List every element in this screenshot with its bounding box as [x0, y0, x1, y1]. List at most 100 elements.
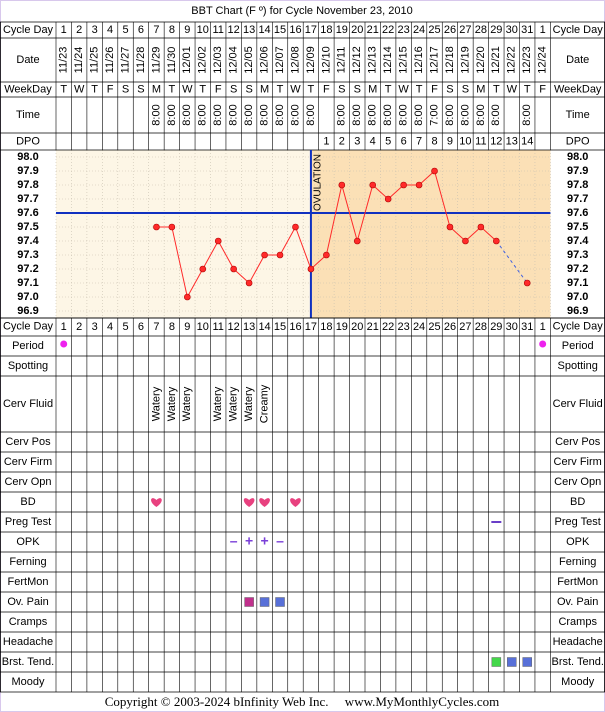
temp-segment — [233, 268, 250, 284]
cell-text: 10 — [459, 135, 471, 147]
temp-point — [369, 181, 377, 189]
cell-text: 11/27 — [119, 47, 131, 74]
cell-text: S — [230, 83, 237, 95]
row-label: Cycle Day — [3, 320, 54, 332]
row-label: WeekDay — [4, 83, 52, 95]
square — [507, 657, 517, 667]
cell-text: 1 — [61, 24, 67, 36]
row-label: Cerv Opn — [4, 476, 51, 488]
cell-text: 13 — [243, 321, 255, 333]
cell-text: 1 — [323, 135, 329, 147]
temp-point — [523, 279, 531, 287]
row-label: Ov. Pain — [7, 596, 48, 608]
cell-text: T — [91, 83, 98, 95]
cell-text: W — [507, 83, 518, 95]
cell-text: 8:00 — [212, 104, 224, 125]
temp-segment — [217, 240, 235, 270]
row-label: OPK — [566, 536, 590, 548]
cell-text: 20 — [351, 24, 363, 36]
cell-text: 11/30 — [166, 47, 178, 74]
cell-text: 29 — [490, 24, 502, 36]
cell-text: 12/23 — [521, 46, 533, 74]
row-label: Cerv Firm — [4, 456, 52, 468]
cell-text: 2 — [339, 135, 345, 147]
cell-text: 12 — [490, 135, 502, 147]
temp-point — [245, 279, 253, 287]
y-tick-label: 97.6 — [17, 207, 38, 219]
cell-text: 11/25 — [89, 47, 101, 74]
cell-text: 3 — [92, 24, 98, 36]
cell-text: S — [446, 83, 453, 95]
cell-text: 8:00 — [197, 104, 209, 125]
temp-segment — [248, 254, 266, 284]
row-label: Date — [16, 54, 39, 66]
row-label: FertMon — [557, 576, 598, 588]
row-label: BD — [570, 496, 585, 508]
y-tick-label: 97.4 — [17, 235, 39, 247]
cell-text: 11/23 — [58, 47, 70, 74]
cell-text: 12/20 — [475, 46, 487, 74]
row-label: FertMon — [8, 576, 49, 588]
heart — [151, 498, 162, 507]
cell-text: 18 — [320, 24, 332, 36]
cell-text: 5 — [385, 135, 391, 147]
cell-text: 7 — [153, 321, 159, 333]
square — [259, 597, 270, 607]
cell-text: 11 — [213, 321, 224, 333]
cell-text: 8:00 — [336, 104, 348, 125]
y-tick-label: 97.0 — [567, 291, 588, 303]
row-label: Period — [12, 340, 44, 352]
temp-point — [384, 195, 392, 203]
row-label: DPO — [16, 135, 40, 147]
row-label: Time — [16, 109, 40, 121]
cell-text: 12/12 — [351, 46, 363, 74]
cell-text: 12/04 — [228, 46, 240, 74]
cell-text: W — [182, 83, 193, 95]
cell-text: T — [416, 83, 423, 95]
row-label: Cerv Fluid — [3, 398, 53, 410]
temp-segment — [202, 240, 219, 270]
y-tick-label: 97.0 — [17, 291, 38, 303]
y-tick-label: 97.3 — [567, 249, 588, 261]
cell-text: 2 — [76, 321, 82, 333]
temp-point — [477, 223, 485, 231]
row-label: OPK — [16, 536, 40, 548]
temp-point — [214, 237, 222, 245]
temp-point — [462, 237, 469, 245]
row-label: Spotting — [558, 360, 598, 372]
temp-segment — [356, 184, 374, 242]
cell-text: 6 — [138, 24, 144, 36]
cell-text: 17 — [305, 24, 317, 36]
temp-point — [261, 251, 268, 259]
y-tick-label: 97.9 — [567, 165, 588, 177]
temp-point — [323, 251, 330, 259]
cell-text: 8:00 — [258, 104, 270, 125]
cell-text: 8:00 — [398, 104, 410, 125]
temp-segment — [325, 184, 343, 256]
cell-text: 12/07 — [274, 46, 286, 74]
cell-text: 24 — [413, 321, 425, 333]
temp-segment — [465, 226, 482, 242]
temp-segment — [171, 226, 188, 298]
y-tick-label: 97.2 — [567, 263, 588, 275]
cell-text: T — [524, 83, 531, 95]
row-label: Preg Test — [5, 516, 51, 528]
cell-text: 9 — [184, 24, 190, 36]
row-label: Brst. Tend. — [552, 656, 604, 668]
cell-text: 4 — [107, 24, 113, 36]
cell-text: Watery — [166, 386, 178, 421]
row-label: Cramps — [558, 616, 597, 628]
cell-text: 16 — [289, 24, 301, 36]
temp-segment — [387, 184, 404, 200]
cell-text: 12/16 — [413, 46, 425, 74]
cell-text: 26 — [444, 24, 456, 36]
cell-text: 7 — [416, 135, 422, 147]
cell-text: 12/11 — [336, 47, 348, 74]
cell-text: 15 — [274, 321, 286, 333]
cell-text: 30 — [506, 321, 518, 333]
y-tick-label: 97.7 — [17, 193, 38, 205]
cell-text: M — [476, 83, 485, 95]
cell-text: 27 — [459, 321, 471, 333]
y-tick-label: 97.9 — [17, 165, 38, 177]
cell-text: 8:00 — [289, 104, 301, 125]
